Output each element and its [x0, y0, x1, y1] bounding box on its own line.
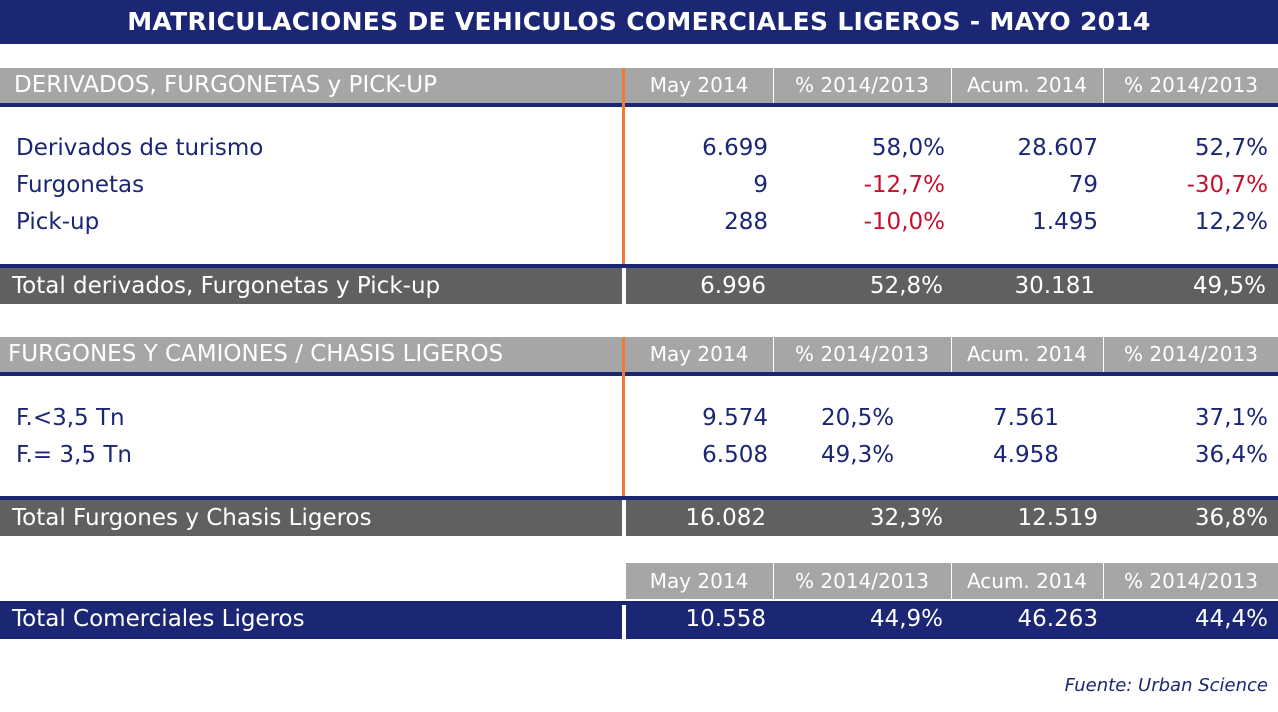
cell-acum: 7.561	[993, 405, 1059, 431]
row-label: Derivados de turismo	[16, 135, 264, 161]
col-header-may: May 2014	[649, 569, 749, 593]
grand-total-may: 10.558	[685, 606, 766, 632]
header-underline	[0, 103, 1278, 107]
col-header-pct-acum: % 2014/2013	[1124, 569, 1258, 593]
column-divider	[951, 68, 952, 103]
section1-title: DERIVADOS, FURGONETAS y PICK-UP	[14, 72, 437, 98]
cell-pct-acum: 12,2%	[1194, 209, 1268, 235]
total-may: 6.996	[700, 273, 766, 299]
total-topline	[0, 496, 1278, 500]
section2-total-row: Total Furgones y Chasis Ligeros 16.082 3…	[0, 500, 1278, 536]
cell-pct-may: -12,7%	[863, 172, 945, 198]
column-divider	[773, 68, 774, 103]
row-label: Pick-up	[16, 209, 100, 235]
grand-total-pct-acum: 44,4%	[1194, 606, 1268, 632]
cell-pct-acum: 52,7%	[1194, 135, 1268, 161]
column-divider	[622, 268, 626, 304]
grand-total-pct-may: 44,9%	[869, 606, 943, 632]
section2-title: FURGONES Y CAMIONES / CHASIS LIGEROS	[8, 341, 504, 367]
total-label: Total derivados, Furgonetas y Pick-up	[12, 273, 441, 299]
col-header-may: May 2014	[649, 342, 749, 366]
header-underline	[0, 372, 1278, 376]
column-divider	[773, 337, 774, 372]
cell-pct-may: 49,3%	[821, 442, 895, 468]
col-header-pct-may: % 2014/2013	[795, 73, 929, 97]
cell-may: 288	[724, 209, 768, 235]
cell-pct-acum: -30,7%	[1186, 172, 1268, 198]
col-header-acum: Acum. 2014	[966, 569, 1088, 593]
column-divider	[1103, 563, 1104, 599]
total-acum: 12.519	[1017, 505, 1098, 531]
cell-acum: 28.607	[1017, 135, 1098, 161]
grand-total-acum: 46.263	[1017, 606, 1098, 632]
col-header-pct-may: % 2014/2013	[795, 342, 929, 366]
cell-may: 6.508	[702, 442, 768, 468]
section1-header: DERIVADOS, FURGONETAS y PICK-UP May 2014…	[0, 68, 1278, 103]
col-header-acum: Acum. 2014	[966, 342, 1088, 366]
col-header-pct-acum: % 2014/2013	[1124, 73, 1258, 97]
cell-pct-may: 20,5%	[821, 405, 895, 431]
total-pct-may: 32,3%	[869, 505, 943, 531]
grand-total-label: Total Comerciales Ligeros	[12, 606, 305, 632]
total-topline	[0, 264, 1278, 268]
orange-divider	[622, 337, 625, 496]
row-label: F.<3,5 Tn	[16, 405, 125, 431]
cell-pct-acum: 36,4%	[1194, 442, 1268, 468]
column-divider	[1103, 337, 1104, 372]
cell-may: 9.574	[702, 405, 768, 431]
column-divider	[622, 500, 626, 536]
row-label: Furgonetas	[16, 172, 145, 198]
column-divider	[951, 563, 952, 599]
grand-total-row: Total Comerciales Ligeros 10.558 44,9% 4…	[0, 601, 1278, 639]
column-divider	[951, 337, 952, 372]
section2-header: FURGONES Y CAMIONES / CHASIS LIGEROS May…	[0, 337, 1278, 372]
column-divider	[622, 605, 626, 639]
total-pct-may: 52,8%	[869, 273, 943, 299]
cell-may: 6.699	[702, 135, 768, 161]
cell-acum: 4.958	[993, 442, 1059, 468]
cell-may: 9	[753, 172, 768, 198]
cell-pct-may: 58,0%	[871, 135, 945, 161]
col-header-pct-acum: % 2014/2013	[1124, 342, 1258, 366]
total-pct-acum: 49,5%	[1192, 273, 1266, 299]
section1-total-row: Total derivados, Furgonetas y Pick-up 6.…	[0, 268, 1278, 304]
cell-pct-acum: 37,1%	[1194, 405, 1268, 431]
col-header-pct-may: % 2014/2013	[795, 569, 929, 593]
total-may: 16.082	[685, 505, 766, 531]
column-divider	[773, 563, 774, 599]
cell-acum: 79	[1068, 172, 1098, 198]
grand-total-header: May 2014 % 2014/2013 Acum. 2014 % 2014/2…	[626, 563, 1278, 599]
col-header-acum: Acum. 2014	[966, 73, 1088, 97]
cell-pct-may: -10,0%	[863, 209, 945, 235]
source-note: Fuente: Urban Science	[1064, 675, 1268, 696]
orange-divider	[622, 68, 625, 264]
total-label: Total Furgones y Chasis Ligeros	[12, 505, 372, 531]
row-label: F.= 3,5 Tn	[16, 442, 132, 468]
col-header-may: May 2014	[649, 73, 749, 97]
total-acum: 30.181	[1014, 273, 1095, 299]
column-divider	[1103, 68, 1104, 103]
page-title: MATRICULACIONES DE VEHICULOS COMERCIALES…	[0, 0, 1278, 44]
total-pct-acum: 36,8%	[1194, 505, 1268, 531]
cell-acum: 1.495	[1032, 209, 1098, 235]
